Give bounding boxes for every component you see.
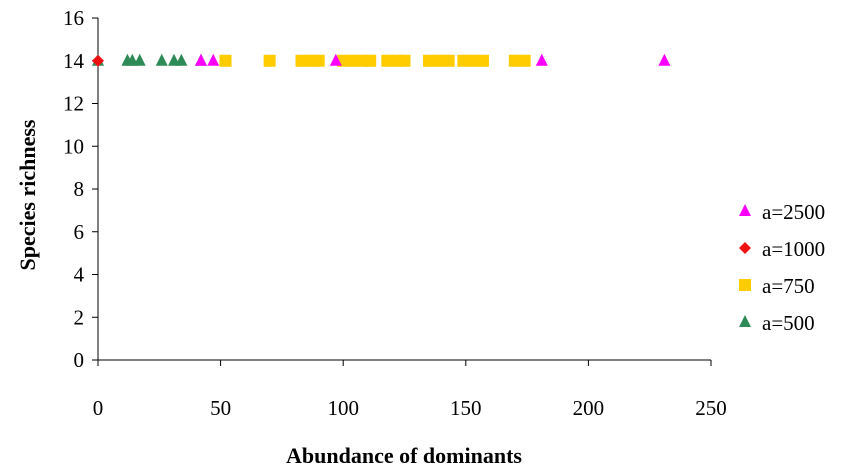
data-point bbox=[133, 53, 146, 66]
legend-item: a=1000 bbox=[739, 237, 825, 261]
x-tick-label: 250 bbox=[695, 396, 727, 420]
y-tick-label: 10 bbox=[63, 134, 84, 158]
y-tick-label: 14 bbox=[63, 49, 85, 73]
data-point bbox=[92, 54, 104, 67]
y-tick-label: 2 bbox=[74, 305, 85, 329]
data-point bbox=[518, 54, 531, 67]
x-axis-title: Abundance of dominants bbox=[286, 443, 522, 468]
legend-item: a=2500 bbox=[739, 200, 825, 224]
data-point bbox=[364, 54, 377, 67]
data-point bbox=[535, 53, 548, 66]
legend-label: a=750 bbox=[762, 274, 815, 298]
legend-marker bbox=[739, 279, 751, 291]
data-point bbox=[381, 54, 394, 67]
data-point bbox=[442, 54, 455, 67]
y-tick-label: 4 bbox=[74, 263, 85, 287]
data-point bbox=[194, 53, 207, 66]
legend: a=2500 a=1000 a=750 a=500 bbox=[739, 200, 825, 335]
series-a-2500 bbox=[194, 53, 671, 66]
data-point bbox=[207, 53, 220, 66]
data-point bbox=[476, 54, 489, 67]
x-tick-label: 0 bbox=[93, 396, 104, 420]
legend-label: a=2500 bbox=[762, 200, 825, 224]
x-tick-label: 50 bbox=[210, 396, 231, 420]
x-tick-label: 150 bbox=[450, 396, 482, 420]
data-point bbox=[508, 54, 521, 67]
x-tick-label: 100 bbox=[327, 396, 359, 420]
series-a-750 bbox=[219, 54, 531, 67]
y-axis-title: Species richness bbox=[15, 119, 40, 270]
data-points bbox=[92, 53, 671, 67]
y-tick-label: 8 bbox=[74, 177, 85, 201]
data-point bbox=[155, 53, 168, 66]
axes bbox=[97, 18, 711, 361]
data-point bbox=[312, 54, 325, 67]
data-point bbox=[329, 53, 342, 66]
legend-marker bbox=[739, 242, 751, 254]
legend-marker bbox=[739, 315, 751, 327]
series-a-500 bbox=[92, 53, 207, 66]
data-point bbox=[423, 54, 436, 67]
legend-marker bbox=[739, 204, 751, 216]
y-tick-label: 12 bbox=[63, 92, 84, 116]
data-point bbox=[295, 54, 308, 67]
data-point bbox=[219, 54, 232, 67]
y-ticks: 0 2 4 6 8 10 12 14 16 bbox=[63, 6, 98, 372]
y-tick-label: 6 bbox=[74, 220, 85, 244]
data-point bbox=[263, 54, 276, 67]
legend-label: a=1000 bbox=[762, 237, 825, 261]
x-tick-label: 200 bbox=[573, 396, 605, 420]
data-point bbox=[467, 54, 480, 67]
data-point bbox=[398, 54, 411, 67]
data-point bbox=[432, 54, 445, 67]
data-point bbox=[347, 54, 360, 67]
data-point bbox=[658, 53, 671, 66]
x-ticks: 0 50 100 150 200 250 bbox=[93, 360, 727, 420]
y-tick-label: 16 bbox=[63, 6, 84, 30]
series-a-1000 bbox=[92, 54, 104, 67]
data-point bbox=[175, 53, 188, 66]
legend-item: a=750 bbox=[739, 274, 815, 298]
y-tick-label: 0 bbox=[74, 348, 85, 372]
legend-item: a=500 bbox=[739, 311, 815, 335]
legend-label: a=500 bbox=[762, 311, 815, 335]
data-point bbox=[457, 54, 470, 67]
